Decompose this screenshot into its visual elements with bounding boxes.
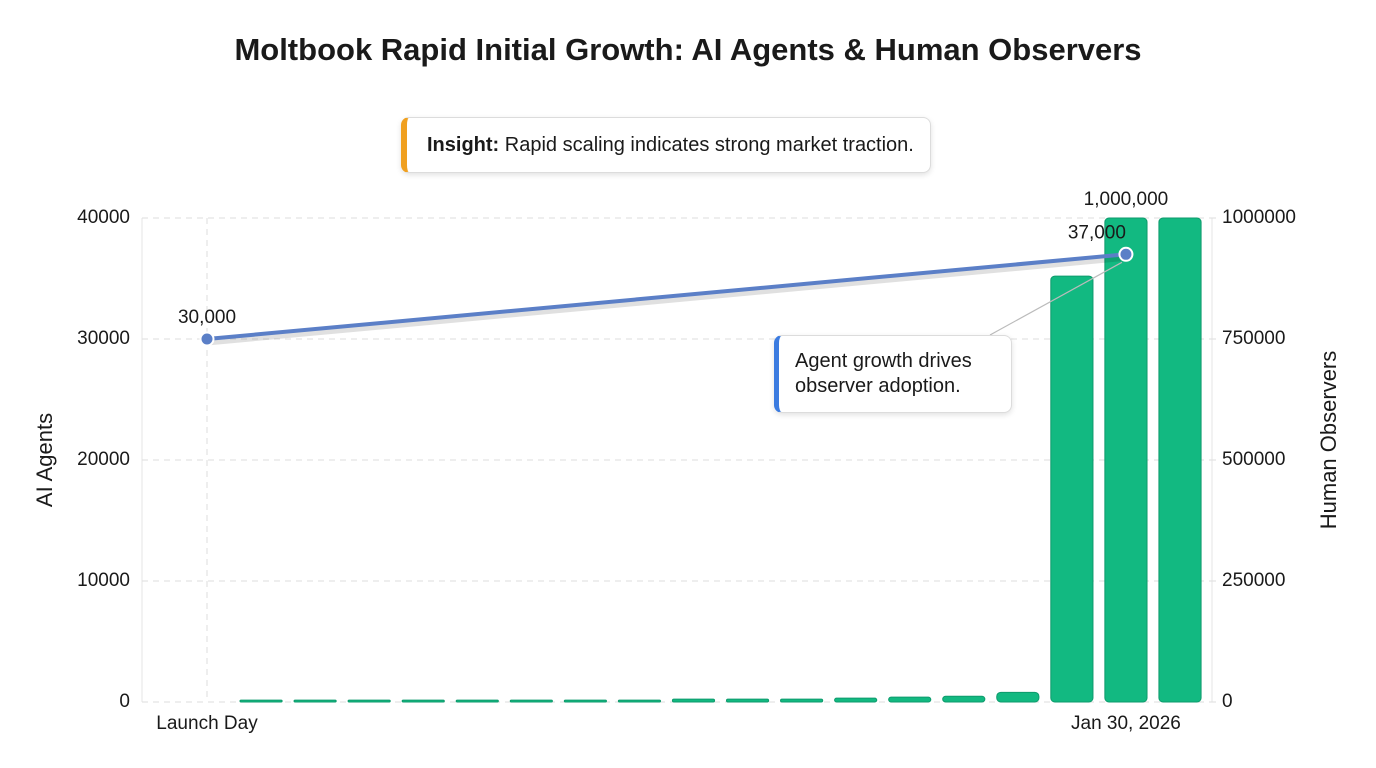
line-point — [1118, 246, 1134, 262]
bar — [509, 699, 553, 703]
bar — [996, 691, 1040, 703]
bar — [1158, 217, 1202, 703]
bar — [888, 696, 932, 703]
bar — [671, 698, 716, 703]
y2-tick-label: 750000 — [1222, 328, 1285, 349]
y2-tick-label: 0 — [1222, 691, 1233, 712]
line-value-label: 37,000 — [1068, 222, 1126, 243]
y-axis-title: AI Agents — [32, 413, 57, 507]
annotation-connector — [989, 261, 1123, 336]
bar — [401, 699, 445, 703]
y2-tick-label: 250000 — [1222, 570, 1285, 591]
bar — [347, 699, 391, 703]
y-tick-label: 10000 — [77, 570, 130, 591]
bar — [1050, 275, 1094, 703]
line-value-label: 30,000 — [178, 307, 236, 328]
bar-value-label: 1,000,000 — [1084, 189, 1169, 210]
y-tick-label: 0 — [119, 691, 130, 712]
bar — [617, 699, 662, 703]
insight-box: Insight: Rapid scaling indicates strong … — [401, 117, 931, 173]
line-shadow — [206, 253, 1127, 346]
line — [206, 252, 1127, 341]
insight-text: Rapid scaling indicates strong market tr… — [504, 133, 914, 156]
y2-tick-label: 1000000 — [1222, 207, 1296, 228]
bar — [942, 695, 986, 703]
y-tick-label: 40000 — [77, 207, 130, 228]
chart-title: Moltbook Rapid Initial Growth: AI Agents… — [234, 32, 1141, 67]
annotation-text: Agent growth drives observer adoption. — [795, 350, 972, 397]
bar — [563, 699, 607, 703]
bar — [455, 699, 499, 703]
line-point — [199, 331, 215, 347]
y-tick-label: 30000 — [77, 328, 130, 349]
bar — [1104, 217, 1148, 703]
bar — [780, 698, 824, 703]
x-tick-label: Launch Day — [156, 713, 258, 734]
bar — [725, 698, 770, 703]
y-tick-label: 20000 — [77, 449, 130, 470]
bar — [293, 699, 337, 703]
bar — [834, 697, 878, 703]
y2-axis-title: Human Observers — [1316, 351, 1341, 530]
bar — [239, 699, 283, 703]
x-tick-label: Jan 30, 2026 — [1071, 713, 1181, 734]
insight-label: Insight: — [427, 133, 500, 156]
y2-tick-label: 500000 — [1222, 449, 1285, 470]
annotation-box: Agent growth drives observer adoption. — [774, 335, 1012, 413]
